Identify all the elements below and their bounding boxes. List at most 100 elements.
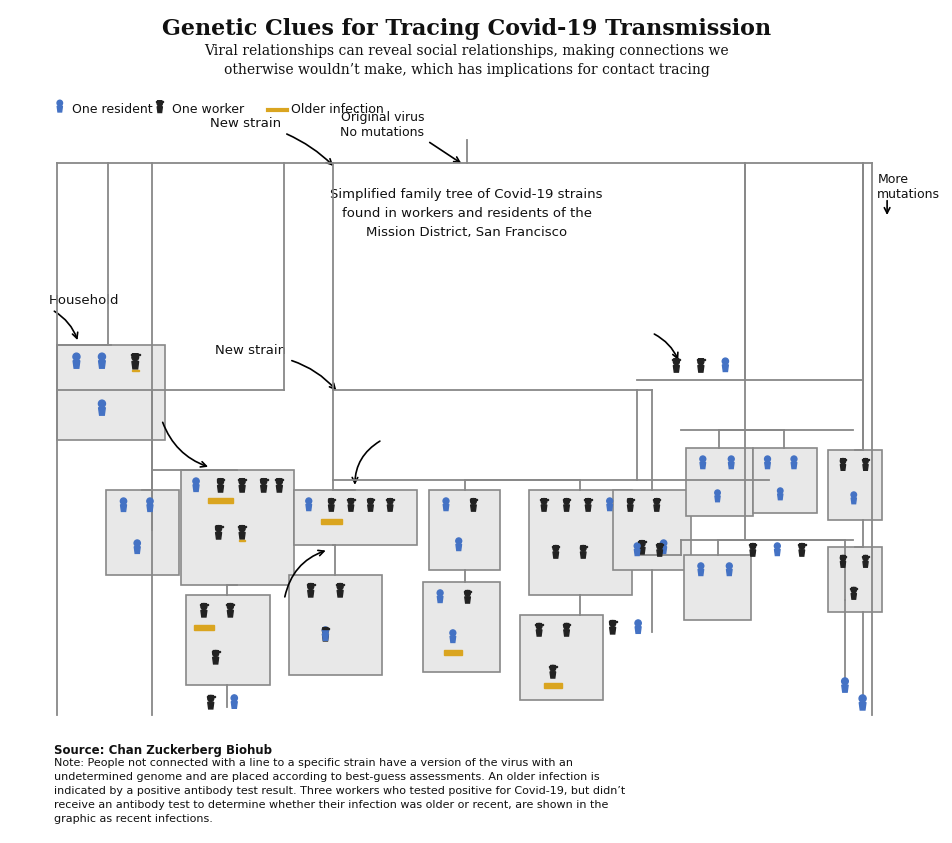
Circle shape	[387, 498, 393, 504]
Circle shape	[661, 540, 666, 546]
Circle shape	[212, 651, 219, 657]
Polygon shape	[121, 505, 127, 512]
Polygon shape	[239, 486, 245, 492]
Bar	[684, 555, 751, 620]
Circle shape	[239, 479, 245, 485]
Text: More
mutations: More mutations	[878, 173, 941, 201]
Polygon shape	[215, 532, 222, 539]
Polygon shape	[99, 361, 106, 368]
Bar	[749, 544, 757, 545]
Bar	[57, 345, 165, 440]
Polygon shape	[799, 550, 804, 556]
Polygon shape	[851, 498, 857, 504]
Circle shape	[307, 583, 314, 589]
Text: New strain: New strain	[215, 344, 287, 357]
Circle shape	[859, 695, 866, 702]
Polygon shape	[553, 552, 559, 558]
Bar	[367, 499, 374, 500]
Bar	[208, 497, 233, 502]
Circle shape	[715, 490, 721, 496]
Bar	[552, 545, 560, 547]
Polygon shape	[841, 561, 845, 567]
Circle shape	[456, 538, 462, 544]
Circle shape	[328, 498, 334, 504]
Circle shape	[450, 630, 456, 636]
Polygon shape	[726, 569, 732, 576]
Bar	[520, 615, 603, 700]
Bar	[529, 490, 632, 594]
Circle shape	[700, 456, 705, 462]
Polygon shape	[450, 636, 456, 642]
Polygon shape	[635, 626, 641, 633]
Circle shape	[348, 498, 354, 504]
Text: Original virus
No mutations: Original virus No mutations	[341, 111, 425, 139]
Polygon shape	[542, 505, 546, 511]
Bar	[444, 650, 462, 654]
Polygon shape	[863, 561, 868, 567]
Polygon shape	[437, 596, 443, 603]
Bar	[181, 470, 294, 584]
Text: Note: People not connected with a line to a specific strain have a version of th: Note: People not connected with a line t…	[54, 758, 625, 824]
Bar	[608, 620, 617, 622]
Bar	[424, 582, 500, 672]
Bar	[347, 499, 354, 500]
Bar	[535, 624, 543, 625]
Polygon shape	[276, 486, 283, 492]
Polygon shape	[851, 593, 857, 599]
Text: Older infection: Older infection	[291, 104, 384, 116]
Bar	[753, 448, 817, 513]
Polygon shape	[306, 504, 311, 511]
Bar	[106, 490, 179, 575]
Circle shape	[698, 359, 704, 365]
Polygon shape	[134, 546, 140, 553]
Circle shape	[863, 459, 868, 464]
Circle shape	[581, 545, 586, 551]
Polygon shape	[750, 550, 756, 556]
Bar	[464, 591, 471, 592]
Bar	[563, 499, 570, 500]
Circle shape	[564, 624, 569, 629]
Polygon shape	[764, 462, 770, 469]
Circle shape	[306, 498, 311, 504]
Circle shape	[606, 498, 613, 504]
Circle shape	[550, 665, 556, 671]
Circle shape	[57, 100, 63, 106]
Bar	[239, 540, 245, 541]
Bar	[294, 490, 417, 545]
Polygon shape	[218, 486, 224, 492]
Polygon shape	[456, 545, 462, 550]
Polygon shape	[791, 462, 797, 469]
Polygon shape	[661, 546, 666, 553]
Circle shape	[132, 354, 139, 361]
Circle shape	[639, 540, 645, 546]
Bar	[697, 359, 704, 360]
Circle shape	[239, 526, 245, 532]
Bar	[336, 583, 344, 585]
Bar	[322, 628, 329, 629]
Bar	[327, 499, 335, 500]
Circle shape	[228, 604, 233, 609]
Polygon shape	[564, 630, 569, 636]
Bar	[289, 575, 383, 674]
Polygon shape	[654, 505, 660, 511]
Bar	[429, 490, 500, 570]
Circle shape	[764, 456, 770, 462]
Polygon shape	[231, 701, 237, 708]
Bar	[563, 624, 570, 625]
Polygon shape	[607, 504, 612, 511]
Bar	[653, 499, 661, 500]
Circle shape	[536, 624, 542, 629]
Bar	[214, 526, 223, 527]
Circle shape	[841, 556, 845, 561]
Polygon shape	[157, 107, 163, 112]
Circle shape	[215, 526, 222, 532]
Polygon shape	[778, 494, 783, 500]
Circle shape	[728, 456, 734, 462]
Polygon shape	[208, 702, 214, 709]
Circle shape	[841, 459, 845, 464]
Polygon shape	[307, 590, 314, 597]
Bar	[613, 490, 691, 570]
Text: Simplified family tree of Covid-19 strains
found in workers and residents of the: Simplified family tree of Covid-19 strai…	[330, 188, 603, 239]
Circle shape	[698, 563, 704, 569]
Circle shape	[261, 479, 267, 485]
